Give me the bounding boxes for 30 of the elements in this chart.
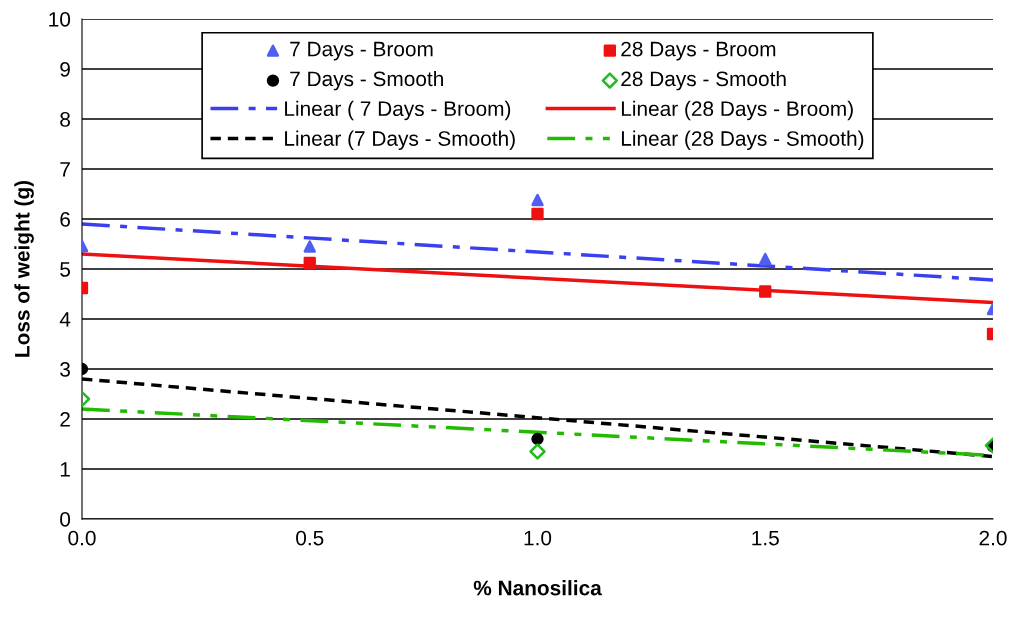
- legend-label: Linear (28 Days - Smooth): [621, 130, 864, 151]
- legend-label: 28 Days - Broom: [621, 41, 776, 61]
- legend-label: Linear (7 Days - Smooth): [285, 130, 515, 151]
- x-tick-label: 0.5: [296, 530, 324, 546]
- y-axis-title: Loss of weight (g): [14, 180, 34, 357]
- x-axis-title: % Nanosilica: [473, 580, 602, 596]
- y-tick-label: 8: [60, 112, 70, 127]
- y-tick-label: 3: [60, 362, 70, 377]
- legend-label: 7 Days - Smooth: [290, 70, 443, 91]
- y-tick-label: 5: [60, 262, 71, 277]
- x-tick-label: 1.0: [524, 530, 552, 546]
- legend-label: Linear (28 Days - Broom): [621, 100, 853, 121]
- legend-label: 28 Days - Smooth: [621, 70, 786, 91]
- y-tick-label: 6: [60, 212, 70, 227]
- y-tick-label: 0: [60, 512, 71, 527]
- point: [531, 207, 544, 221]
- y-tick-label: 9: [60, 62, 70, 77]
- x-tick-label: 0.0: [68, 530, 96, 546]
- point: [531, 193, 544, 207]
- y-tick-label: 2: [60, 412, 70, 427]
- x-tick-label: 1.5: [752, 530, 779, 546]
- y-tick-label: 7: [60, 162, 70, 177]
- y-tick-label: 10: [49, 12, 71, 27]
- legend-label: 7 Days - Broom: [290, 41, 433, 61]
- x-tick-label: 2.0: [979, 530, 1007, 546]
- point: [759, 285, 772, 298]
- legend-label: Linear ( 7 Days - Broom): [285, 100, 511, 121]
- point: [759, 252, 772, 266]
- y-tick-label: 4: [59, 312, 71, 327]
- y-tick-label: 1: [60, 462, 70, 477]
